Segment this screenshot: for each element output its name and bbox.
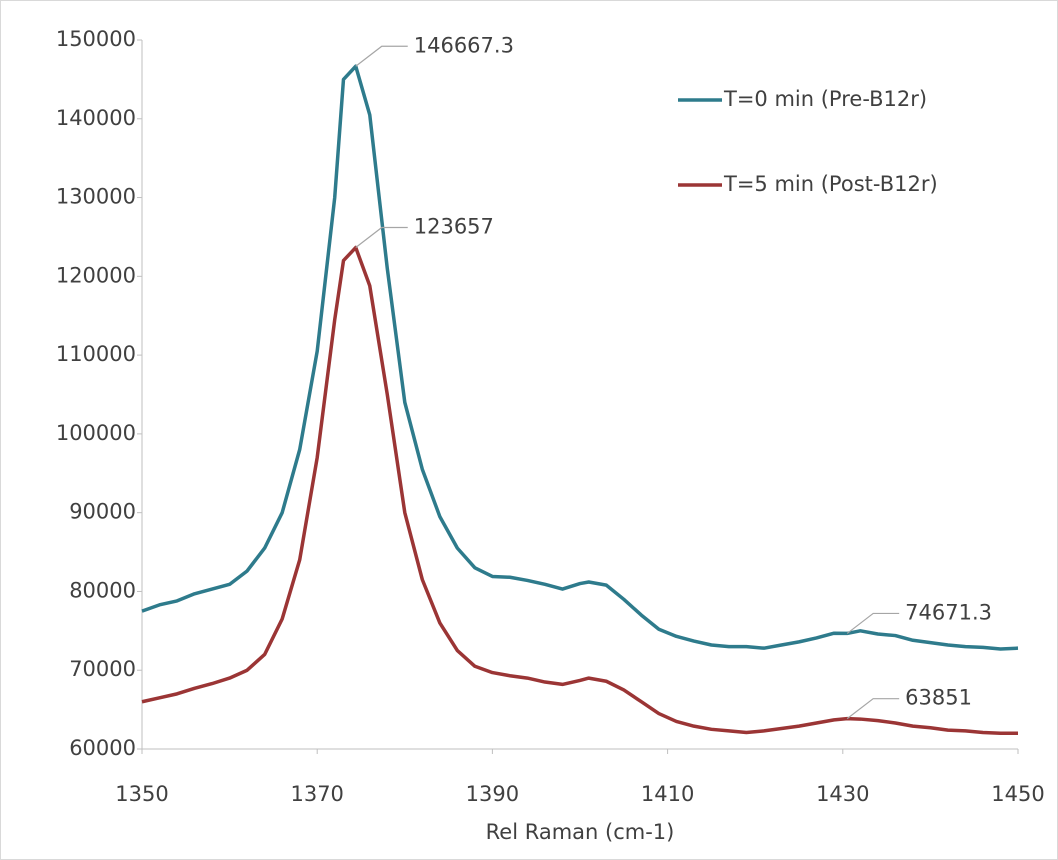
y-tick-label: 140000 bbox=[56, 106, 136, 130]
legend-label: T=0 min (Pre-B12r) bbox=[723, 87, 927, 111]
y-tick-label: 80000 bbox=[69, 578, 136, 602]
x-tick-label: 1450 bbox=[991, 782, 1044, 806]
y-tick-label: 120000 bbox=[56, 263, 136, 287]
leader-line bbox=[846, 612, 900, 634]
y-tick-label: 60000 bbox=[69, 736, 136, 760]
series-line bbox=[141, 245, 1018, 735]
leader-line bbox=[355, 45, 408, 67]
leader-line bbox=[355, 226, 408, 248]
x-tick-label: 1370 bbox=[290, 782, 343, 806]
y-tick-label: 70000 bbox=[69, 657, 136, 681]
data-label: 74671.3 bbox=[905, 600, 992, 624]
y-tick-label: 90000 bbox=[69, 500, 136, 524]
data-label: 146667.3 bbox=[414, 33, 514, 57]
series-line bbox=[141, 64, 1019, 651]
x-tick-label: 1350 bbox=[115, 782, 168, 806]
x-tick-label: 1390 bbox=[466, 782, 519, 806]
x-tick-label: 1410 bbox=[641, 782, 694, 806]
y-tick-label: 110000 bbox=[56, 342, 136, 366]
x-tick-label: 1430 bbox=[816, 782, 869, 806]
y-tick-label: 150000 bbox=[56, 27, 136, 51]
data-label: 63851 bbox=[905, 686, 972, 710]
legend-label: T=5 min (Post-B12r) bbox=[723, 172, 938, 196]
y-tick-label: 130000 bbox=[56, 185, 136, 209]
leader-line bbox=[846, 698, 900, 720]
x-axis-title: Rel Raman (cm-1) bbox=[486, 820, 675, 844]
y-tick-label: 100000 bbox=[56, 421, 136, 445]
data-label: 123657 bbox=[414, 215, 494, 239]
